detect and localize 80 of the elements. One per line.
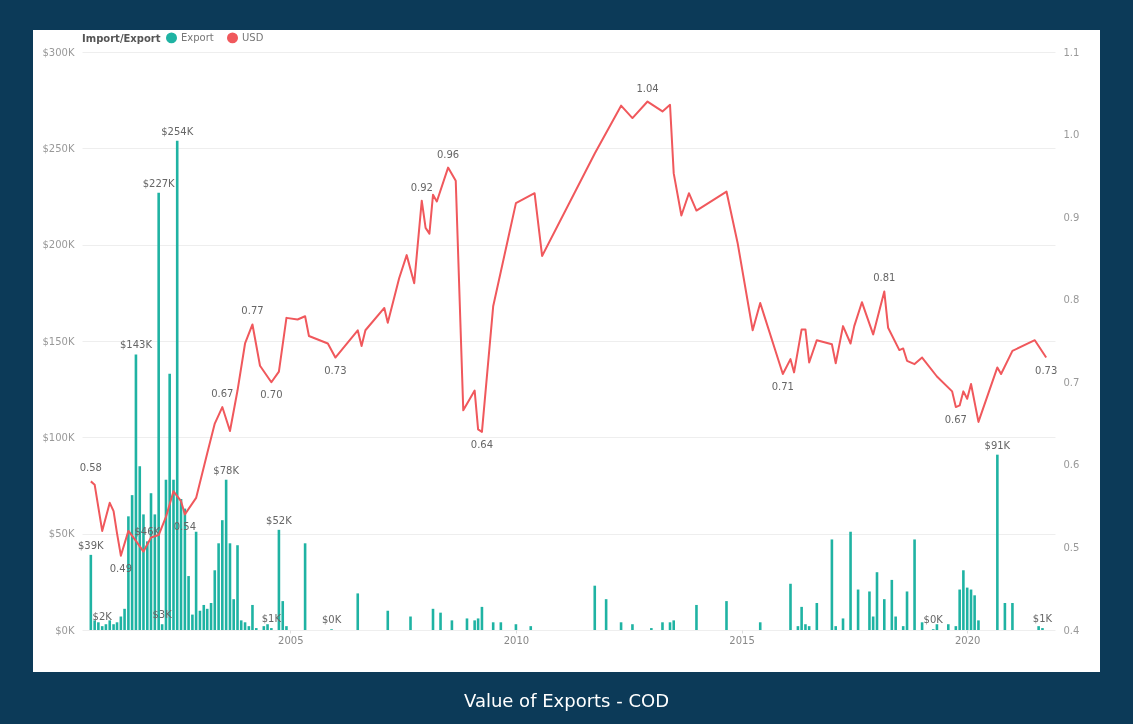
bar xyxy=(236,545,239,630)
bar xyxy=(672,620,676,630)
bar xyxy=(725,601,728,630)
y2-tick-label: 0.8 xyxy=(1063,294,1080,306)
data-label: 0.71 xyxy=(771,381,794,393)
y-tick-label: $100K xyxy=(42,431,75,443)
x-tick-label: 2005 xyxy=(278,634,304,646)
y-tick-label: $300K xyxy=(42,46,75,58)
bar xyxy=(386,610,390,630)
bar xyxy=(108,620,112,630)
bar xyxy=(695,604,698,630)
data-label: $52K xyxy=(266,514,293,526)
bar xyxy=(661,622,664,630)
y2-tick-label: 1.1 xyxy=(1063,46,1080,58)
data-label: $3K xyxy=(152,609,173,621)
data-label: 0.73 xyxy=(324,364,347,376)
data-label: $91K xyxy=(984,439,1011,451)
bar xyxy=(996,454,999,630)
text: Value of Exports - COD xyxy=(462,690,671,711)
data-label: $143K xyxy=(119,339,153,351)
x-tick-label: 2020 xyxy=(954,634,981,646)
bar xyxy=(631,624,634,630)
legend-label: USD xyxy=(242,31,264,43)
data-label: 0.58 xyxy=(79,462,102,474)
y-tick-label: $150K xyxy=(42,335,75,347)
y2-tick-label: 0.6 xyxy=(1063,459,1080,471)
data-label: 0.73 xyxy=(1035,364,1058,376)
y-tick-label: $250K xyxy=(42,142,75,154)
bar xyxy=(849,531,852,630)
y-tick-label: $50K xyxy=(48,528,75,540)
y-tick-label: $0K xyxy=(55,624,75,636)
data-label: $254K xyxy=(161,125,194,137)
bar xyxy=(97,622,100,630)
bar xyxy=(356,593,360,630)
y2-tick-label: 0.7 xyxy=(1063,376,1080,388)
bar xyxy=(913,539,916,630)
data-label: $2K xyxy=(92,611,113,623)
bar xyxy=(112,624,115,630)
data-label: $0K xyxy=(923,614,944,626)
y2-tick-label: 0.5 xyxy=(1063,541,1080,553)
bar xyxy=(1011,603,1014,630)
bar xyxy=(800,606,803,630)
bar xyxy=(593,585,597,630)
bar xyxy=(789,583,792,630)
data-label: 0.81 xyxy=(873,272,896,284)
bar xyxy=(947,624,950,630)
bar xyxy=(409,616,412,630)
data-label: 0.92 xyxy=(410,181,433,193)
data-label: 0.70 xyxy=(260,389,283,401)
legend-title: Import/Export xyxy=(82,33,161,44)
data-label: 0.96 xyxy=(436,148,460,160)
data-label: 0.67 xyxy=(944,414,967,426)
bar xyxy=(473,620,476,630)
bar xyxy=(251,604,254,630)
bar xyxy=(962,570,965,630)
bar xyxy=(758,622,762,630)
bar xyxy=(529,626,533,630)
data-label: $227K xyxy=(142,177,176,189)
y2-tick-label: 1.0 xyxy=(1063,129,1080,141)
bar xyxy=(1037,626,1040,630)
y2-tick-label: 0.4 xyxy=(1063,624,1080,636)
data-label: $0K xyxy=(321,614,342,626)
bar xyxy=(439,612,442,630)
legend-label: Export xyxy=(181,31,214,43)
data-label: $1K xyxy=(1032,613,1053,625)
bar xyxy=(882,599,886,630)
data-label: $78K xyxy=(213,464,240,476)
data-label: 1.04 xyxy=(636,82,659,94)
data-label: 0.77 xyxy=(241,305,264,317)
data-label: $39K xyxy=(78,539,105,551)
x-tick-label: 2015 xyxy=(729,634,755,646)
bar xyxy=(202,604,206,630)
bar xyxy=(868,591,871,630)
data-label: $46K xyxy=(134,526,161,538)
data-label: 0.67 xyxy=(211,388,234,400)
x-tick-label: 2010 xyxy=(503,634,530,646)
bar xyxy=(266,624,269,630)
y2-tick-label: 0.9 xyxy=(1063,211,1080,223)
y-tick-label: $200K xyxy=(42,239,75,251)
data-label: 0.64 xyxy=(470,438,494,450)
